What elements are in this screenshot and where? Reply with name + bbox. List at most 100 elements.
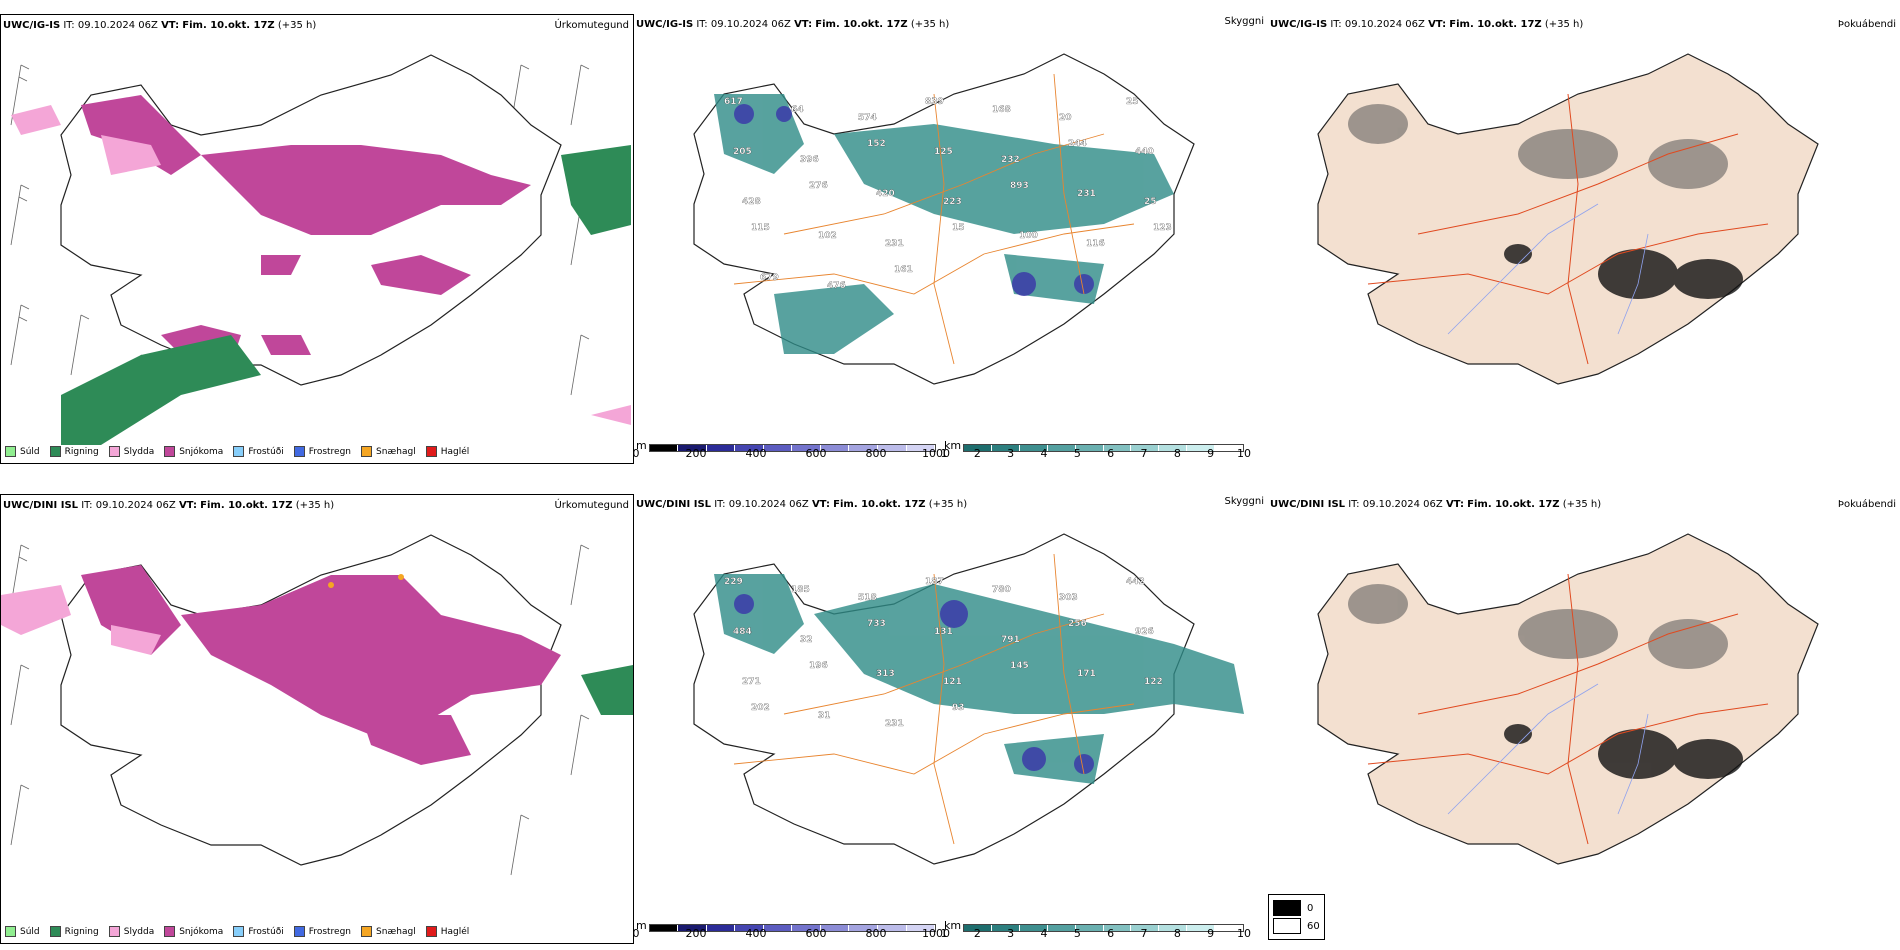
legend-swatch <box>108 926 120 937</box>
legend-item: Snæhagl <box>361 926 416 937</box>
fog-map <box>1317 533 1819 865</box>
cloudbase-label: 276 <box>809 181 828 191</box>
colorbar-tick: 9 <box>1207 447 1215 460</box>
cloudbase-label: 93 <box>952 703 965 713</box>
colorbar-tick: 800 <box>865 927 887 940</box>
fog-scale: 0 60 <box>1268 894 1325 940</box>
colorbar-tick: 0 <box>634 447 640 460</box>
legend-label: Súld <box>20 926 40 937</box>
legend-swatch <box>164 446 176 457</box>
cloudbase-colorbar: m 0 200 400 600 800 1000 <box>634 439 950 460</box>
legend-item: Haglél <box>425 446 469 457</box>
colorbar-tick: 400 <box>745 927 767 940</box>
colorbar-tick: 9 <box>1207 927 1215 940</box>
cloudbase-label: 32 <box>800 635 813 645</box>
precip-map <box>10 54 631 445</box>
colorbar-tick: 7 <box>1140 927 1148 940</box>
panel-header: UWC/IG-IS IT: 09.10.2024 06Z VT: Fim. 10… <box>636 19 950 30</box>
cloudbase-label: 780 <box>992 585 1011 595</box>
precip-panel-row2: UWC/DINI ISL IT: 09.10.2024 06Z VT: Fim.… <box>0 494 634 944</box>
snow-areas <box>81 95 531 365</box>
cloudbase-label: 733 <box>867 619 886 629</box>
legend-label: Slydda <box>123 926 155 937</box>
colorbar-tick: 4 <box>1040 927 1048 940</box>
cloudbase-label: 231 <box>885 719 904 729</box>
cloudbase-label: 617 <box>724 97 743 107</box>
legend-item: Slydda <box>108 446 155 457</box>
cloudbase-label: 122 <box>1144 677 1163 687</box>
legend-swatch <box>361 446 373 457</box>
precip-legend: Súld Rigning Slydda Snjókoma Frostúði Frostre… <box>5 926 469 937</box>
cloudbase-label: 15 <box>952 223 965 233</box>
legend-label: Slydda <box>123 446 155 457</box>
cloud-map: 229 185 518 187 780 303 442 484 32 733 131 791 256 92… <box>693 533 1244 865</box>
cloudbase-label: 131 <box>934 627 953 637</box>
cloudbase-label: 171 <box>1077 669 1096 679</box>
colorbar-tick: 200 <box>685 927 707 940</box>
cloudbase-label: 185 <box>791 585 810 595</box>
panel-header: UWC/DINI ISL IT: 09.10.2024 06Z VT: Fim.… <box>1270 499 1602 510</box>
cloudbase-label: 442 <box>1126 577 1145 587</box>
visibility-colorbar: km 1 2 3 4 5 6 7 8 9 10 <box>940 439 1252 460</box>
precip-legend: Súld Rigning Slydda Snjókoma Frostúði Frostre… <box>5 446 469 457</box>
cloudbase-label: 100 <box>1019 231 1038 241</box>
cloudbase-label: 229 <box>724 577 743 587</box>
cloudbase-label: 244 <box>1068 139 1087 149</box>
fog-panel-row2: UWC/DINI ISL IT: 09.10.2024 06Z VT: Fim.… <box>1268 494 1900 944</box>
cloudbase-label: 205 <box>733 147 752 157</box>
panel-title: Úrkomutegund <box>554 500 629 511</box>
colorbar-tick: 1000 <box>922 447 950 460</box>
colorbar-tick: 10 <box>1237 447 1251 460</box>
cloudbase-label: 196 <box>809 661 828 671</box>
cloud-map: 617 64 574 839 168 20 25 205 396 152 125 232 244 440 4… <box>693 53 1195 385</box>
cloudbase-label: 893 <box>1010 181 1029 191</box>
cloudbase-label: 271 <box>742 677 761 687</box>
panel-header: UWC/IG-IS IT: 09.10.2024 06Z VT: Fim. 10… <box>3 20 317 31</box>
legend-swatch <box>5 446 16 457</box>
cloudbase-label: 574 <box>858 113 877 123</box>
panel-header: UWC/DINI ISL IT: 09.10.2024 06Z VT: Fim.… <box>636 499 968 510</box>
legend-item: Súld <box>5 446 40 457</box>
panel-title: Skyggni <box>1224 16 1264 27</box>
colorbar-tick: 5 <box>1073 447 1081 460</box>
colorbar-tick: 2 <box>973 447 981 460</box>
cloudbase-label: 791 <box>1001 635 1020 645</box>
legend-label: Snjókoma <box>179 926 224 937</box>
legend-item: Frostregn <box>293 926 351 937</box>
colorbar-tick: 8 <box>1173 447 1181 460</box>
colorbar-tick: 600 <box>805 447 827 460</box>
colorbar-tick: 1 <box>940 447 948 460</box>
legend-label: Súld <box>20 446 40 457</box>
legend-swatch <box>425 446 437 457</box>
cloudbase-label: 202 <box>751 703 770 713</box>
visibility-colorbar: km 1 2 3 4 5 6 7 8 9 10 <box>940 919 1252 940</box>
cloudbase-label: 231 <box>1077 189 1096 199</box>
legend-item: Frostregn <box>293 446 351 457</box>
panel-header: UWC/DINI ISL IT: 09.10.2024 06Z VT: Fim.… <box>3 500 335 511</box>
cloudbase-colorbar: m 0 200 400 600 800 1000 <box>634 919 950 940</box>
legend-label: Frostúði <box>248 926 284 937</box>
cloudbase-label: 116 <box>1086 239 1105 249</box>
legend-swatch <box>293 446 305 457</box>
panel-title: Úrkomutegund <box>554 20 629 31</box>
cloudbase-label: 428 <box>742 197 761 207</box>
legend-swatch <box>293 926 305 937</box>
legend-item: Rigning <box>49 446 99 457</box>
legend-swatch <box>233 446 245 457</box>
precip-map <box>1 534 633 876</box>
legend-swatch <box>164 926 176 937</box>
cloudbase-label: 115 <box>751 223 770 233</box>
fog-map <box>1317 53 1819 385</box>
legend-item: Frostúði <box>233 446 284 457</box>
cloudbase-label: 256 <box>1068 619 1087 629</box>
colorbar-tick: 2 <box>973 927 981 940</box>
cloudbase-label: 25 <box>1126 97 1139 107</box>
colorbar-tick: 3 <box>1007 927 1015 940</box>
colorbar-tick: 7 <box>1140 447 1148 460</box>
rain-areas <box>61 145 631 445</box>
panel-title: Þokuábendi <box>1837 19 1896 30</box>
precip-panel-row1: UWC/IG-IS IT: 09.10.2024 06Z VT: Fim. 10… <box>0 14 634 464</box>
legend-label: Snæhagl <box>376 926 416 937</box>
colorbar-tick: 1 <box>940 927 948 940</box>
cloudbase-label: 303 <box>1059 593 1078 603</box>
